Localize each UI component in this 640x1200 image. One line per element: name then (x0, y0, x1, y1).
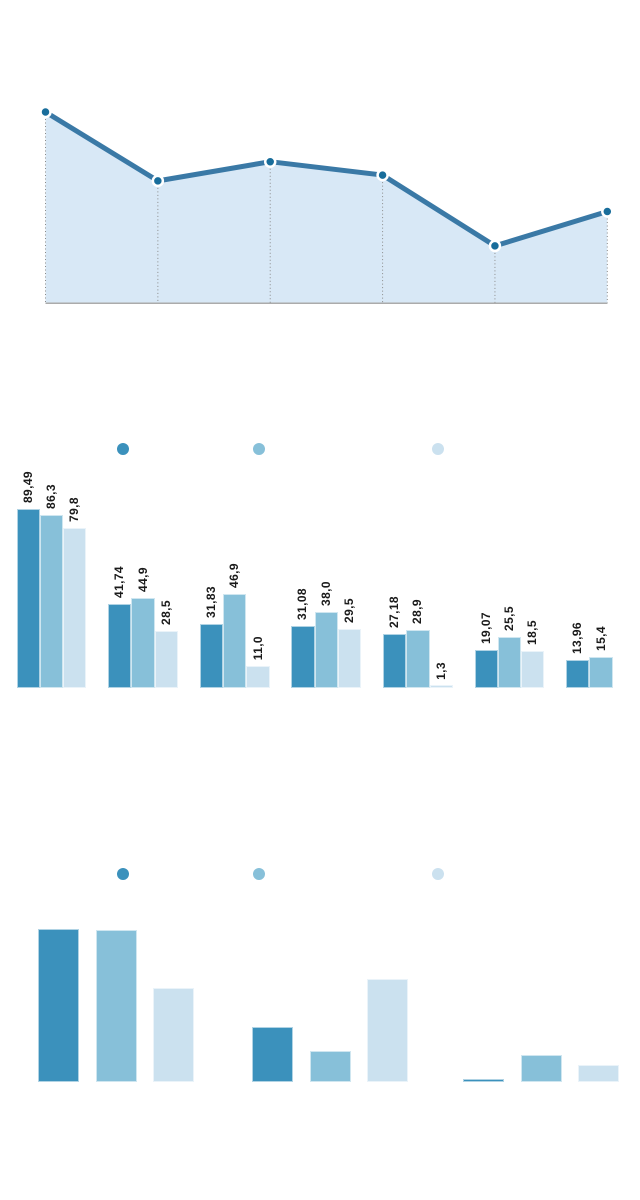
bar-g4-series-1 (291, 625, 315, 688)
data-point-marker (488, 239, 502, 253)
data-point-marker (601, 205, 614, 218)
bar-g3-series-3 (578, 1065, 619, 1082)
bar-g2-series-3 (154, 630, 179, 688)
bar-g1-series-1 (16, 508, 40, 688)
bar-g6-series-2 (497, 636, 522, 688)
bar-g1-series-2 (39, 515, 64, 688)
legend-dot-series-1[interactable] (116, 443, 129, 455)
legend-dot-series-3[interactable] (431, 868, 444, 880)
bar-g6-series-3 (521, 650, 545, 688)
bar-g3-series-3 (246, 665, 270, 688)
area-chart-svg (39, 105, 614, 305)
bar-g2-series-1 (252, 1026, 293, 1082)
bar-g3-series-1 (199, 624, 224, 688)
bar-g3-series-2 (223, 594, 247, 688)
area-fill (45, 112, 608, 304)
bar-g1-series-2 (95, 930, 137, 1082)
legend-dot-series-2[interactable] (252, 443, 265, 455)
bar-g5-series-1 (382, 633, 407, 688)
bar-g3-series-1 (463, 1078, 504, 1082)
bar-g1-series-3 (153, 988, 194, 1082)
bar-g2-series-2 (131, 598, 155, 688)
data-point-marker (263, 155, 277, 168)
bar-g2-series-1 (108, 604, 132, 688)
bar-g1-series-1 (38, 929, 79, 1082)
bar-g7-series-1 (566, 660, 590, 688)
bar-g7-series-2 (589, 657, 613, 688)
bar-g5-series-3 (429, 685, 453, 688)
bar-g3-series-2 (520, 1055, 562, 1082)
bar-g6-series-1 (474, 649, 498, 688)
data-point-marker (151, 174, 165, 188)
bar-g5-series-2 (406, 630, 430, 688)
legend-dot-series-3[interactable] (431, 443, 444, 455)
bar-g1-series-3 (63, 528, 87, 688)
legend-dot-series-2[interactable] (252, 868, 265, 880)
data-point-marker (39, 105, 52, 119)
bar-g4-series-3 (337, 628, 362, 688)
legend-dot-series-1[interactable] (116, 868, 129, 880)
trend-line (43, 109, 610, 249)
bar-g2-series-3 (367, 979, 408, 1082)
data-point-marker (376, 168, 389, 182)
bar-g4-series-2 (314, 611, 338, 688)
bar-g2-series-2 (309, 1050, 351, 1082)
